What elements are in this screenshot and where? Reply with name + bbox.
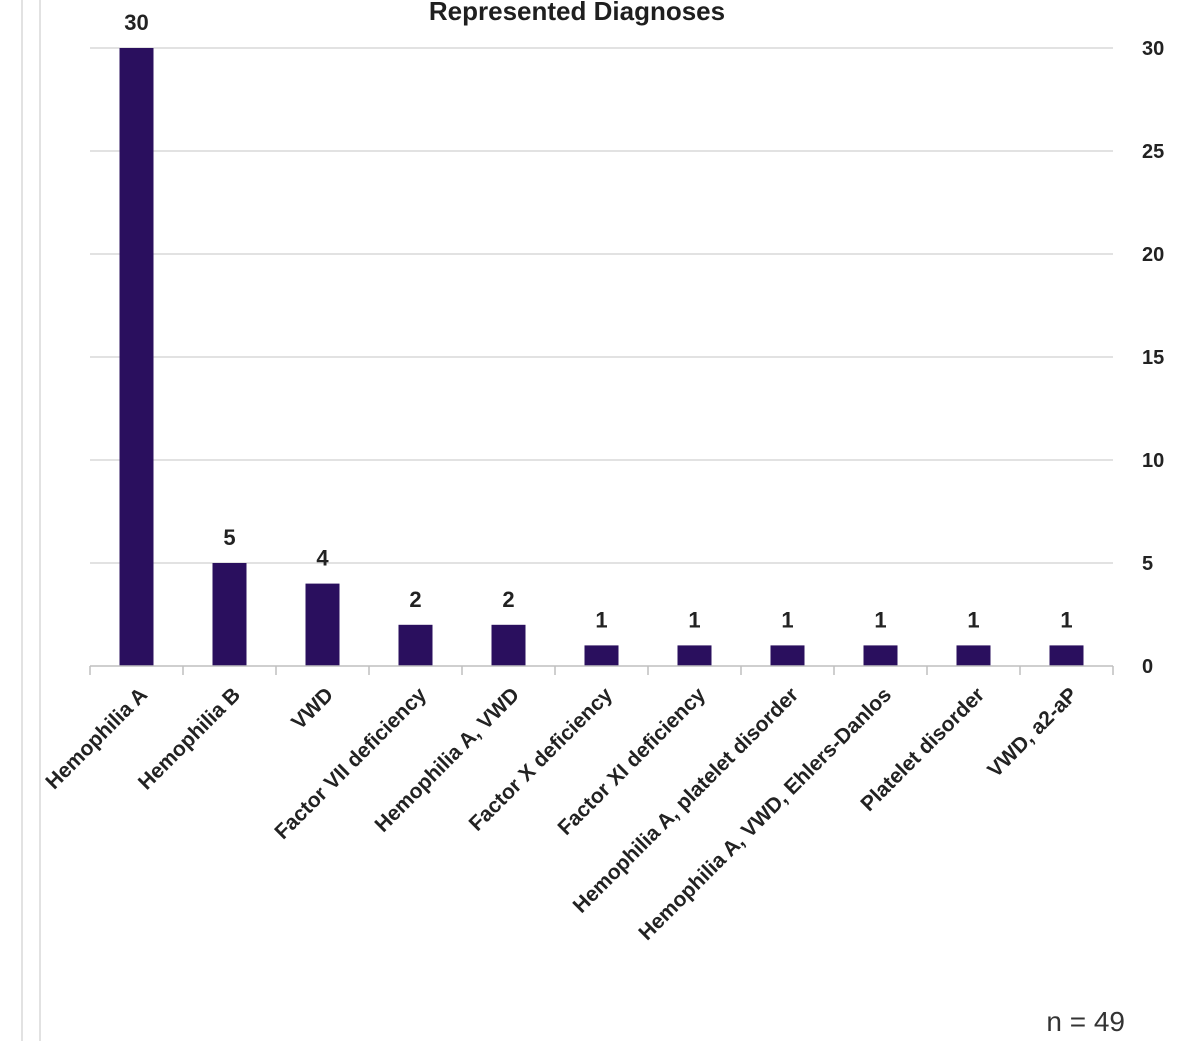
category-label: VWD, a2-aP [983,683,1082,782]
data-label: 1 [967,607,979,632]
data-label: 1 [688,607,700,632]
gridlines [90,47,1113,564]
data-label: 1 [1060,607,1072,632]
category-label: Factor VII deficiency [270,683,431,844]
data-label: 30 [124,10,148,35]
bar [770,645,805,666]
bar [584,645,619,666]
bar [956,645,991,666]
sample-size-note: n = 49 [1046,1006,1125,1037]
y-tick-label: 30 [1142,38,1164,60]
bar [212,563,247,666]
data-labels: 30 5 4 2 2 1 1 1 1 1 1 [124,10,1072,632]
bar [1049,645,1084,666]
data-label: 1 [781,607,793,632]
y-tick-label: 10 [1142,450,1164,472]
data-label: 2 [502,587,514,612]
bars [119,48,1084,666]
x-axis-ticks [89,666,1114,675]
bar [863,645,898,666]
y-tick-label: 15 [1142,347,1164,369]
bar [119,48,154,666]
y-axis-tick-labels: 0 5 10 15 20 25 30 [1142,38,1164,678]
bar [305,583,340,666]
category-label: VWD [287,683,338,734]
data-label: 1 [874,607,886,632]
data-label: 1 [595,607,607,632]
y-tick-label: 25 [1142,141,1164,163]
bar [491,624,526,666]
data-label: 2 [409,587,421,612]
data-label: 4 [316,546,329,571]
bar [398,624,433,666]
bar [677,645,712,666]
y-tick-label: 5 [1142,553,1153,575]
y-tick-label: 0 [1142,656,1153,678]
data-label: 5 [223,525,235,550]
y-tick-label: 20 [1142,244,1164,266]
chart-title: Represented Diagnoses [429,0,725,26]
